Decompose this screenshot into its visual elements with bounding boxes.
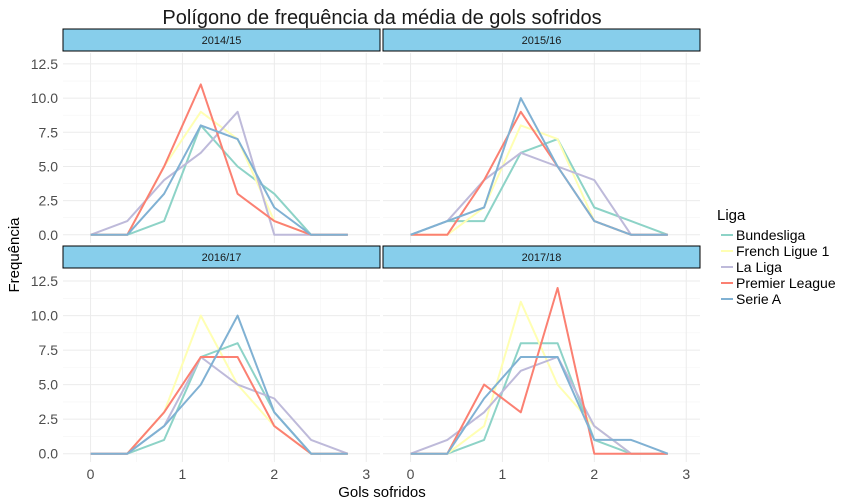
legend-label-bundesliga: Bundesliga [736,227,805,243]
legend-label-serie-a: Serie A [736,291,782,307]
x-tick-label: 2 [590,466,598,482]
panel-2015-16: 2015/16 [382,28,701,243]
y-tick-label: 12.5 [31,273,58,289]
series-line-premier-league [90,356,348,455]
x-tick-label: 2 [270,466,278,482]
series-line-la-liga [90,356,349,455]
panel-2016-17: 2016/17 0.0 2.5 5.0 7.5 10.0 12.5 0 1 2 3 [31,245,381,482]
series-line-premier-league [410,287,668,455]
panel-strip-label: 2016/17 [202,252,242,264]
x-tick-label: 1 [179,466,187,482]
series-line-premier-league [90,83,348,236]
series-line-bundesliga [90,124,348,236]
series-line-la-liga [410,151,668,236]
y-tick-label: 10.0 [31,90,58,106]
legend-label-la-liga: La Liga [736,259,782,275]
y-tick-label: 5.0 [39,377,59,393]
panel-2014-15: 2014/15 0.0 2.5 5.0 7.5 10.0 12.5 [31,28,381,243]
y-tick-label: 7.5 [39,124,59,140]
series-line-serie-a [90,124,348,236]
x-tick-label: 3 [362,466,370,482]
series-line-la-liga [410,356,668,455]
y-tick-label: 0.0 [39,446,59,462]
chart-title: Polígono de frequência da média de gols … [162,7,601,29]
x-axis-title: Gols sofridos [338,484,426,501]
series-line-french-ligue-1 [90,110,348,236]
panel-strip [62,245,381,269]
x-tick-label: 1 [499,466,507,482]
y-tick-label: 2.5 [39,411,59,427]
panel-strip-label: 2015/16 [522,35,562,47]
y-tick-label: 2.5 [39,193,59,209]
series-line-serie-a [90,314,348,455]
y-axis-title: Frequência [6,217,23,293]
legend-title: Liga [717,207,746,224]
panel-strip-label: 2014/15 [202,35,242,47]
y-tick-label: 7.5 [39,342,59,358]
panel-strip-label: 2017/18 [522,252,562,264]
panel-strip [62,28,381,52]
y-tick-label: 0.0 [39,227,59,243]
legend-label-french-ligue-1: French Ligue 1 [736,243,830,259]
series-line-french-ligue-1 [410,300,668,455]
x-tick-label: 0 [407,466,415,482]
x-tick-label: 0 [87,466,95,482]
panel-strip [382,245,701,269]
y-tick-label: 5.0 [39,158,59,174]
series-line-la-liga [90,110,348,236]
legend-label-premier-league: Premier League [736,275,836,291]
panel-2017-18: 2017/18 0 1 2 3 [382,245,701,482]
series-line-bundesliga [410,138,669,236]
y-tick-label: 10.0 [31,308,58,324]
y-tick-label: 12.5 [31,56,58,72]
series-line-bundesliga [410,342,668,455]
series-line-serie-a [410,97,668,236]
x-tick-label: 3 [682,466,690,482]
panels-group: 2014/150.02.55.07.510.012.52015/162016/1… [31,28,701,482]
panel-strip [382,28,701,52]
series-line-serie-a [410,356,669,455]
